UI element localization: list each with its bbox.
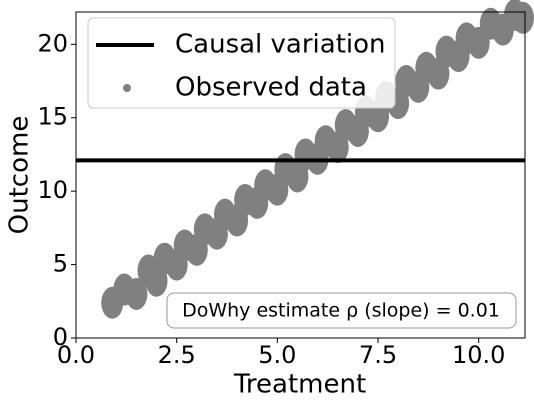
y-tick-label: 0: [53, 323, 68, 351]
legend-label: Causal variation: [175, 30, 386, 60]
y-tick-label: 5: [53, 250, 68, 278]
x-tick-label: 2.5: [158, 341, 196, 369]
scatter-point: [474, 38, 483, 47]
y-tick-label: 20: [37, 29, 68, 57]
x-tick-label: 5.0: [258, 341, 296, 369]
scatter-point: [454, 52, 463, 61]
scatter-point: [108, 298, 117, 307]
scatter-point: [518, 13, 527, 22]
scatter-point: [333, 143, 342, 152]
scatter-point: [414, 82, 423, 91]
y-tick-label: 10: [37, 176, 68, 204]
scatter-point: [273, 185, 282, 194]
scatter-point: [434, 69, 443, 78]
scatter-point: [498, 25, 507, 34]
x-tick-label: 0.0: [57, 341, 95, 369]
y-tick-label: 15: [37, 103, 68, 131]
scatter-point: [233, 216, 242, 225]
annotation: DoWhy estimate ρ (slope) = 0.01: [182, 300, 500, 322]
scatter-point: [353, 126, 362, 135]
scatter-point: [394, 99, 403, 108]
y-axis-label: Outcome: [5, 116, 35, 235]
scatter-point: [374, 112, 383, 121]
scatter-point: [212, 229, 221, 238]
legend-swatch: [123, 84, 131, 92]
scatter-point: [172, 260, 181, 269]
annotation-box: [166, 292, 517, 329]
x-axis-label: Treatment: [233, 370, 366, 400]
x-tick-label: 10.0: [452, 341, 505, 369]
x-tick-label: 7.5: [359, 341, 397, 369]
legend-label: Observed data: [175, 73, 367, 103]
scatter-point: [152, 276, 161, 285]
legend-box: [87, 17, 396, 109]
scatter-point: [132, 289, 141, 298]
scatter-point: [293, 172, 302, 181]
axes-frame: [75, 11, 526, 339]
scatter-point: [253, 198, 262, 207]
scatter-point: [192, 245, 201, 254]
